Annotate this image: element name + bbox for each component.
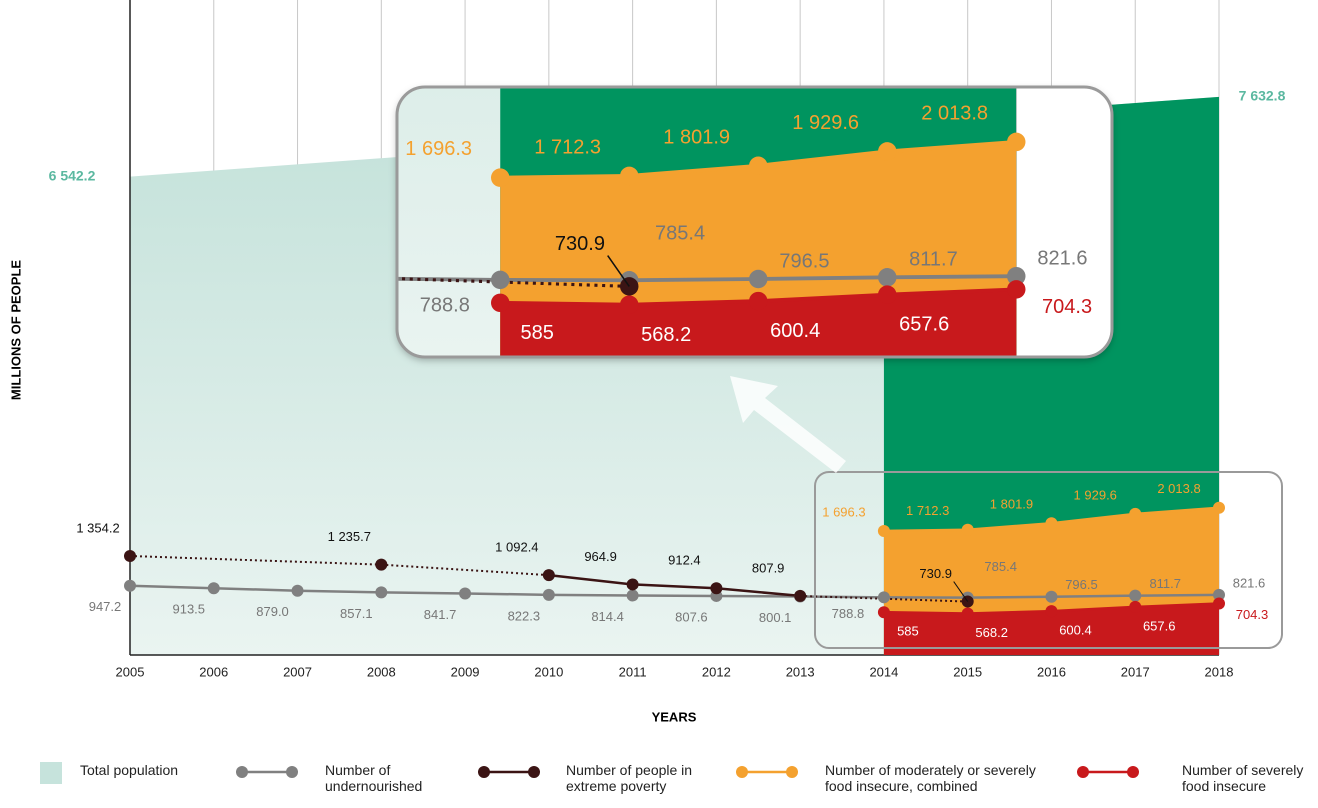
data-label: 814.4 xyxy=(591,609,624,624)
x-tick-label: 2016 xyxy=(1037,664,1066,679)
marker xyxy=(626,589,639,602)
x-tick-label: 2014 xyxy=(869,664,898,679)
x-axis-label: YEARS xyxy=(652,709,697,724)
data-label: 1 696.3 xyxy=(822,504,865,519)
x-tick-label: 2008 xyxy=(367,664,396,679)
series-line xyxy=(548,573,801,598)
data-label: 821.6 xyxy=(1233,575,1266,590)
marker xyxy=(542,569,555,582)
x-tick-label: 2005 xyxy=(116,664,145,679)
inset-frame xyxy=(395,85,1114,359)
x-tick-label: 2009 xyxy=(451,664,480,679)
marker xyxy=(375,558,388,571)
legend-label: Total population xyxy=(80,762,179,778)
data-label: 1 354.2 xyxy=(76,520,119,535)
legend-swatch xyxy=(1077,765,1139,784)
marker xyxy=(877,606,890,619)
data-label: 800.1 xyxy=(759,610,792,625)
x-tick-label: 2010 xyxy=(534,664,563,679)
data-label: 568.2 xyxy=(975,625,1008,640)
data-label: 657.6 xyxy=(1143,618,1176,633)
data-label: 704.3 xyxy=(1236,607,1269,622)
x-tick-label: 2012 xyxy=(702,664,731,679)
marker xyxy=(877,591,890,604)
data-label: 785.4 xyxy=(984,559,1017,574)
marker xyxy=(207,582,220,595)
leader-line xyxy=(953,581,969,602)
legend-swatch xyxy=(236,765,298,784)
data-label: 857.1 xyxy=(340,606,373,621)
series-line xyxy=(129,584,1220,599)
data-label: 964.9 xyxy=(584,549,617,564)
marker xyxy=(124,579,136,592)
marker xyxy=(542,588,555,601)
marker xyxy=(1045,605,1058,618)
data-label: 2 013.8 xyxy=(1157,481,1200,496)
legend-swatch xyxy=(40,762,62,784)
marker xyxy=(794,589,807,602)
marker xyxy=(375,586,388,599)
legend-line xyxy=(1077,766,1139,778)
legend-label: Number of undernourished xyxy=(325,762,423,794)
x-tick-label: 2007 xyxy=(283,664,312,679)
x-tick-label: 2013 xyxy=(786,664,815,679)
data-label: 913.5 xyxy=(172,602,205,617)
data-label: 947.2 xyxy=(89,599,122,614)
x-tick-label: 2018 xyxy=(1205,664,1234,679)
marker xyxy=(710,582,723,595)
marker xyxy=(961,607,974,620)
data-label: 841.7 xyxy=(424,607,457,622)
data-label: 1 235.7 xyxy=(328,529,371,544)
data-label: 730.9 xyxy=(919,566,952,581)
x-tick-label: 2015 xyxy=(953,664,982,679)
y-axis-label: MILLIONS OF PEOPLE xyxy=(8,260,23,400)
data-label: 788.8 xyxy=(832,606,865,621)
legend-swatch xyxy=(736,765,798,784)
data-label: 811.7 xyxy=(1149,576,1181,591)
legend-label: Number of people in extreme poverty xyxy=(566,762,693,794)
data-label: 1 801.9 xyxy=(990,497,1033,512)
data-label: 1 712.3 xyxy=(906,503,949,518)
zoom-frame xyxy=(814,471,1283,649)
marker xyxy=(1213,501,1225,514)
marker xyxy=(124,549,136,562)
data-label: 7 632.8 xyxy=(1239,88,1286,104)
data-label: 822.3 xyxy=(508,608,541,623)
legend-line xyxy=(236,766,298,778)
x-tick-label: 2006 xyxy=(199,664,228,679)
data-label: 807.9 xyxy=(752,560,785,575)
x-tick-label: 2017 xyxy=(1121,664,1150,679)
legend-line xyxy=(478,766,540,778)
marker xyxy=(626,578,639,591)
legend-line xyxy=(736,766,798,778)
data-label: 796.5 xyxy=(1065,577,1098,592)
data-label: 585 xyxy=(897,624,919,639)
data-label: 1 929.6 xyxy=(1074,487,1117,502)
legend-label: Number of moderately or severely food in… xyxy=(825,762,1036,794)
marker xyxy=(291,584,304,597)
data-label: 600.4 xyxy=(1059,623,1092,638)
marker xyxy=(1129,589,1142,602)
legend-label: Number of severely food insecure xyxy=(1182,762,1304,794)
gap-connector xyxy=(129,554,382,566)
data-label: 1 092.4 xyxy=(495,540,538,555)
marker xyxy=(1213,588,1225,601)
marker xyxy=(877,524,890,537)
marker xyxy=(961,523,974,536)
marker xyxy=(1045,517,1058,530)
data-label: 879.0 xyxy=(256,604,289,619)
data-label: 912.4 xyxy=(668,553,701,568)
data-label: 807.6 xyxy=(675,609,708,624)
marker xyxy=(459,587,472,600)
marker xyxy=(1045,590,1058,603)
data-label: 6 542.2 xyxy=(49,167,96,183)
legend-swatch xyxy=(478,765,540,784)
x-tick-label: 2011 xyxy=(619,664,647,679)
marker xyxy=(1129,600,1142,613)
zoom-arrow xyxy=(730,376,846,473)
marker xyxy=(1129,507,1142,520)
marker xyxy=(1213,597,1225,610)
